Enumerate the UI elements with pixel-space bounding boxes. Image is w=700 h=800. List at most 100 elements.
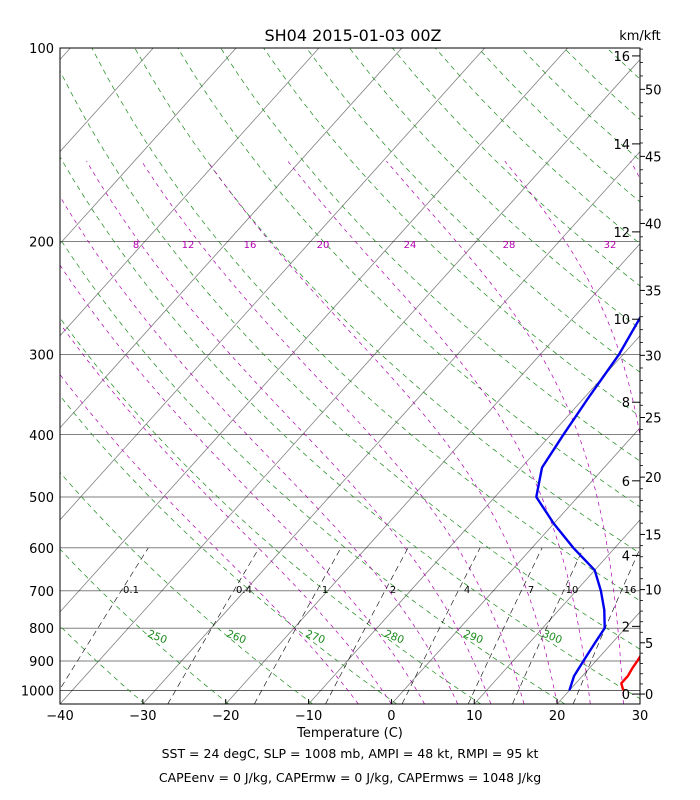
kft-tick-label: 15	[645, 528, 662, 543]
x-tick-label: −30	[129, 709, 156, 724]
kft-tick-label: 40	[645, 217, 662, 232]
mixing-ratio-line	[512, 547, 584, 704]
dry-adiabat-line	[520, 48, 640, 161]
x-tick-label: 20	[549, 709, 566, 724]
mixing-ratio-label: 1	[322, 585, 328, 596]
moist-adiabat-label: 12	[182, 240, 195, 251]
km-tick-label: 4	[622, 549, 630, 564]
pressure-tick-label: 100	[29, 42, 54, 57]
moist-adiabat-line	[86, 160, 492, 704]
kft-tick-label: 0	[645, 688, 653, 703]
pressure-tick-label: 900	[29, 655, 54, 670]
temperature-trace	[620, 654, 640, 691]
mixing-ratio-line	[401, 547, 481, 704]
moist-adiabat-line	[141, 160, 525, 704]
kft-tick-label: 10	[645, 584, 662, 599]
km-tick-label: 12	[613, 226, 630, 241]
dry-adiabat-line	[60, 70, 640, 650]
isotherm-line	[60, 48, 568, 613]
kft-tick-label: 5	[645, 637, 653, 652]
isotherm-line	[473, 519, 640, 704]
km-tick-label: 10	[613, 313, 630, 328]
dewpoint-trace	[535, 315, 640, 691]
x-tick-label: 30	[632, 709, 649, 724]
isotherm-line	[60, 48, 154, 153]
moist-adiabat-line	[504, 160, 640, 438]
footer-line-1: SST = 24 degC, SLP = 1008 mb, AMPI = 48 …	[162, 746, 539, 761]
dry-adiabat-line	[60, 702, 61, 704]
mixing-ratio-line	[167, 547, 260, 704]
x-tick-label: −10	[295, 709, 322, 724]
km-tick-label: 8	[622, 396, 630, 411]
km-tick-label: 16	[613, 50, 630, 65]
x-tick-label: 0	[387, 709, 395, 724]
km-tick-label: 0	[622, 688, 630, 703]
dry-adiabat-line	[60, 238, 565, 704]
pressure-tick-label: 700	[29, 585, 54, 600]
moist-adiabat-label: 28	[503, 240, 516, 251]
dry-adiabat-line	[134, 48, 640, 554]
pressure-tick-label: 300	[29, 348, 54, 363]
dry-adiabat-line	[60, 548, 229, 704]
isotherm-line	[60, 48, 485, 521]
mixing-ratio-label: 16	[624, 585, 637, 596]
dry-adiabat-line	[177, 48, 640, 508]
mixing-ratio-label: 4	[464, 585, 470, 596]
mixing-ratio-line	[60, 547, 149, 690]
mixing-ratio-line	[254, 547, 342, 704]
isotherm-line	[60, 58, 640, 704]
x-tick-label: 10	[466, 709, 483, 724]
moist-adiabat-label: 32	[604, 240, 617, 251]
x-tick-label: −40	[46, 709, 73, 724]
dry-adiabat-line	[60, 156, 640, 700]
moist-adiabat-line	[60, 264, 425, 704]
mixing-ratio-label: 0.1	[123, 585, 139, 596]
dry-adiabat-line	[563, 48, 640, 121]
pressure-tick-label: 600	[29, 542, 54, 557]
km-tick-label: 2	[622, 620, 630, 635]
pressure-tick-label: 400	[29, 429, 54, 444]
kft-tick-label: 45	[645, 150, 662, 165]
mixing-ratio-label: 10	[566, 585, 579, 596]
moist-adiabat-label: 16	[244, 240, 257, 251]
moist-adiabat-label: 24	[404, 240, 417, 251]
dry-adiabat-line	[435, 48, 640, 245]
pressure-tick-label: 1000	[21, 684, 54, 699]
dry-adiabat-label: 280	[383, 628, 406, 647]
isotherm-line	[639, 703, 640, 704]
dry-adiabat-label: 260	[225, 628, 248, 647]
dry-adiabat-line	[60, 625, 145, 704]
moist-adiabat-line	[287, 160, 591, 704]
dry-adiabat-line	[306, 48, 640, 373]
x-tick-label: −20	[212, 709, 239, 724]
dry-adiabat-line	[60, 317, 481, 704]
chart-title: SH04 2015-01-03 00Z	[264, 26, 441, 45]
moist-adiabat-line	[60, 322, 392, 704]
isotherm-line	[60, 48, 237, 245]
mixing-ratio-line	[467, 547, 543, 704]
isotherm-line	[391, 427, 640, 704]
isotherm-line	[142, 151, 640, 704]
moist-adiabat-line	[207, 160, 558, 704]
moist-adiabat-line	[386, 160, 624, 704]
isotherm-line	[308, 335, 640, 704]
moist-adiabat-line	[60, 374, 359, 704]
km-tick-label: 14	[613, 138, 630, 153]
kft-tick-label: 25	[645, 412, 662, 427]
mixing-ratio-label: 2	[390, 585, 396, 596]
moist-adiabat-line	[630, 160, 640, 180]
kft-tick-label: 50	[645, 83, 662, 98]
mixing-ratio-line	[572, 547, 640, 704]
dry-adiabat-line	[60, 471, 313, 704]
plot-frame	[59, 47, 641, 705]
dry-adiabat-line	[650, 48, 700, 704]
kft-tick-label: 20	[645, 471, 662, 486]
isotherm-line	[60, 48, 403, 429]
dry-adiabat-line	[263, 48, 640, 417]
dry-adiabat-line	[349, 48, 640, 330]
axes: −40 −30 −20 −10 0 10 20 30100200300400500600700…	[21, 42, 662, 724]
footer-line-2: CAPEenv = 0 J/kg, CAPErmw = 0 J/kg, CAPE…	[159, 770, 541, 785]
kft-tick-label: 35	[645, 284, 662, 299]
